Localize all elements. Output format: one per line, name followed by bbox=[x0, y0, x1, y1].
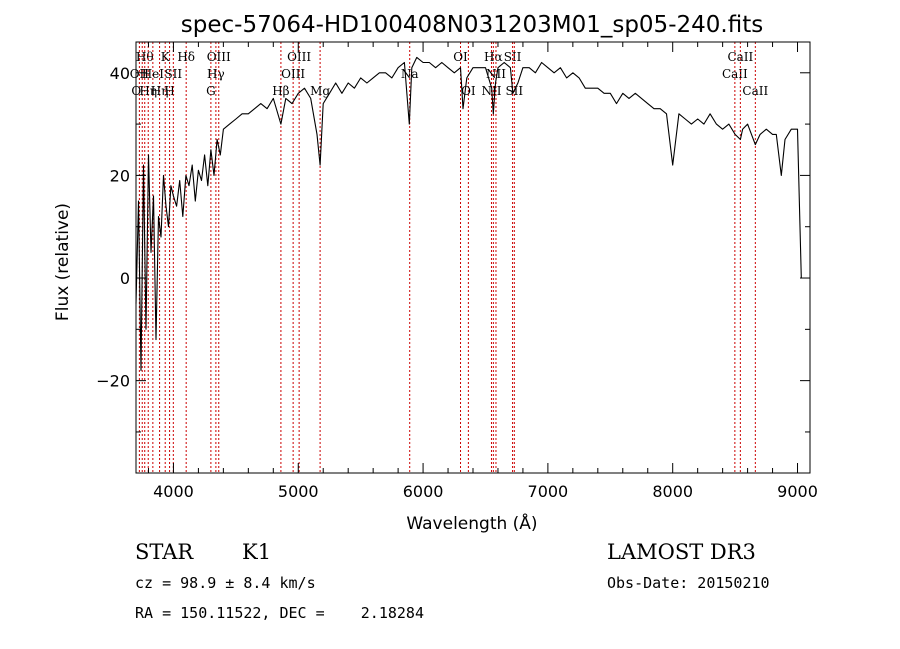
line-marker-label: CaII bbox=[742, 84, 768, 98]
line-marker-label: NII bbox=[486, 67, 506, 81]
chart-title: spec-57064-HD100408N031203M01_sp05-240.f… bbox=[181, 12, 763, 38]
y-tick-label: 0 bbox=[120, 269, 130, 288]
x-tick-label: 5000 bbox=[278, 482, 319, 501]
x-tick-label: 7000 bbox=[528, 482, 569, 501]
y-tick-label: 20 bbox=[110, 166, 130, 185]
x-axis-label: Wavelength (Å) bbox=[406, 512, 537, 534]
data-series bbox=[135, 56, 802, 371]
line-marker-label: Hη bbox=[151, 84, 169, 98]
line-marker-label: Hθ bbox=[136, 50, 154, 64]
line-marker-label: G bbox=[206, 84, 216, 98]
line-marker-label: Hγ bbox=[207, 67, 225, 81]
line-marker-label: Mg bbox=[310, 84, 330, 98]
object-type: STAR bbox=[135, 540, 194, 564]
y-tick-label: −20 bbox=[96, 372, 130, 391]
line-marker-label: OIII bbox=[287, 50, 311, 64]
line-marker-label: Hβ bbox=[272, 84, 289, 98]
line-marker-label: OI bbox=[453, 50, 468, 64]
x-tick-label: 6000 bbox=[403, 482, 444, 501]
line-marker-label: OIII bbox=[281, 67, 305, 81]
plot-frame bbox=[135, 41, 811, 474]
x-tick-label: 4000 bbox=[153, 482, 194, 501]
line-marker-label: SII bbox=[164, 67, 182, 81]
line-marker-label: Hδ bbox=[177, 50, 195, 64]
line-marker-label: CaII bbox=[727, 50, 753, 64]
line-marker-label: Na bbox=[401, 67, 419, 81]
y-tick-label: 40 bbox=[110, 64, 130, 83]
spectral-subclass: K1 bbox=[242, 540, 272, 564]
redshift-value: cz = 98.9 ± 8.4 km/s bbox=[135, 574, 316, 592]
line-marker-label: HeI bbox=[142, 67, 165, 81]
line-marker-label: OI bbox=[461, 84, 476, 98]
series-line bbox=[135, 56, 802, 371]
coordinates: RA = 150.11522, DEC = 2.18284 bbox=[135, 604, 424, 622]
line-marker-label: CaII bbox=[722, 67, 748, 81]
line-marker-label: K bbox=[161, 50, 171, 64]
line-marker-label: Hα bbox=[484, 50, 503, 64]
line-marker-label: H bbox=[164, 84, 174, 98]
x-tick-label: 8000 bbox=[652, 482, 693, 501]
observation-date: Obs-Date: 20150210 bbox=[607, 574, 770, 592]
y-axis-label: Flux (relative) bbox=[53, 203, 73, 321]
y-axis: −20 0 20 40 bbox=[96, 64, 810, 433]
x-tick-label: 9000 bbox=[777, 482, 818, 501]
line-marker-label: SII bbox=[504, 50, 522, 64]
x-axis: 4000 5000 6000 7000 8000 9000 bbox=[147, 42, 818, 501]
line-marker-label: OIII bbox=[207, 50, 231, 64]
line-marker-label: O bbox=[131, 84, 153, 98]
survey-name: LAMOST DR3 bbox=[607, 540, 756, 564]
